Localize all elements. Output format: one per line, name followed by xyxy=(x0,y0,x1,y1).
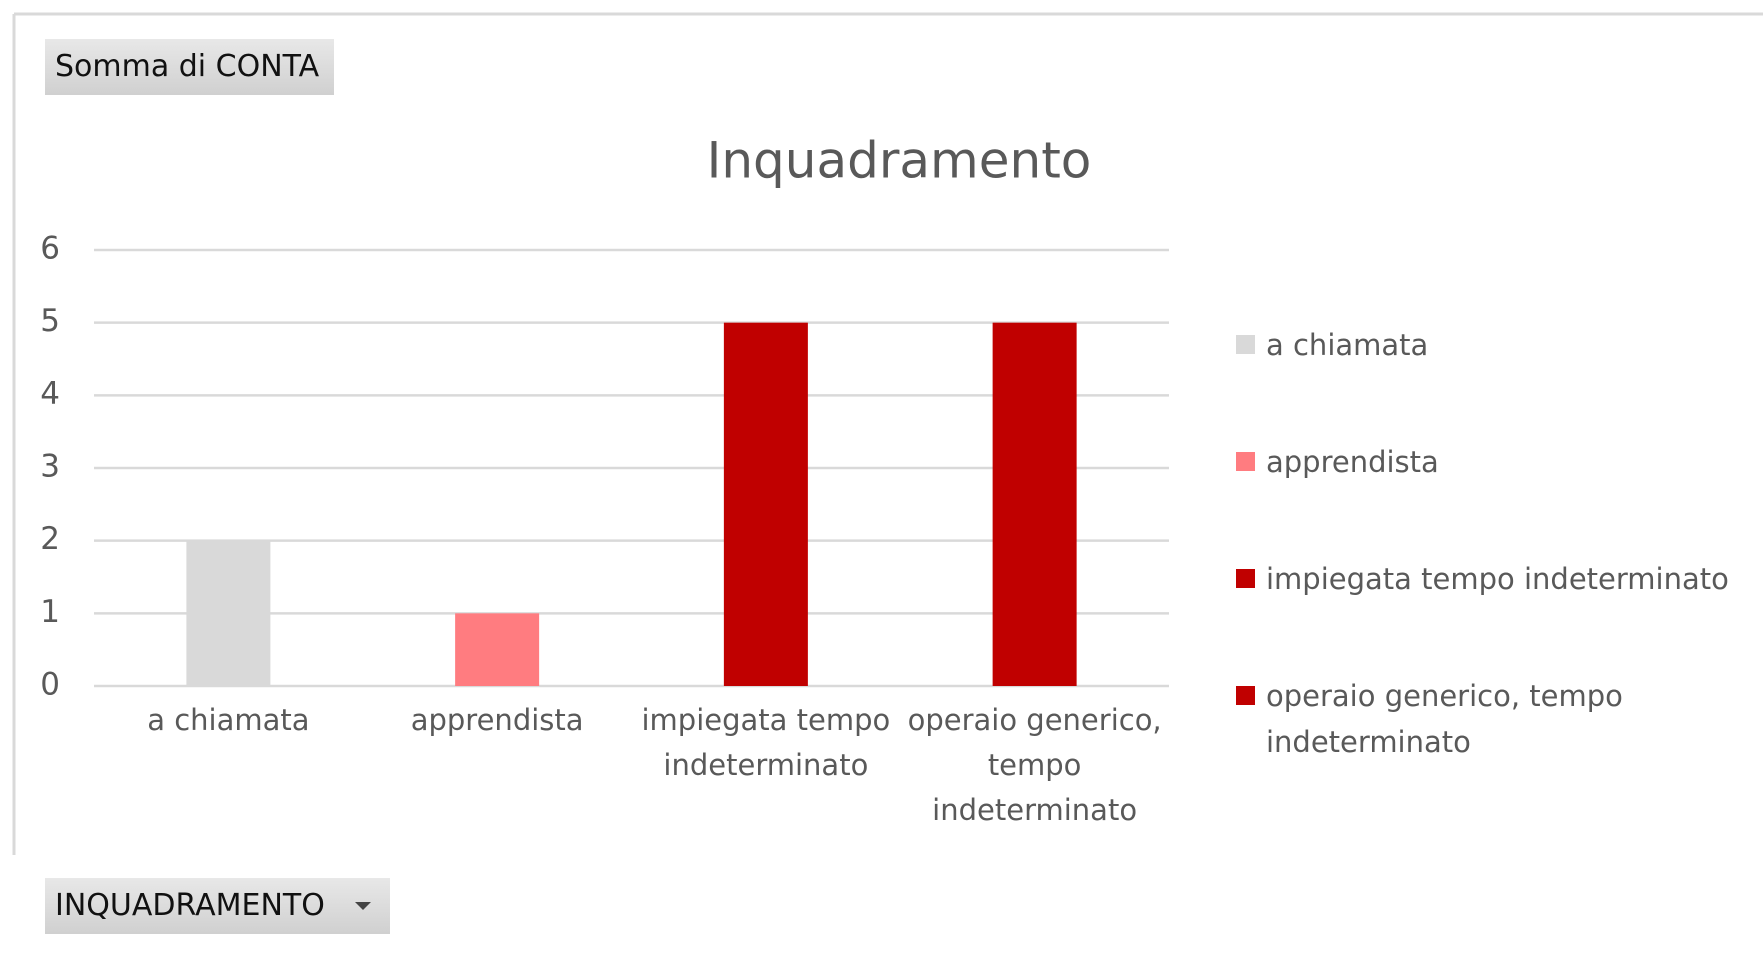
y-tick-label: 2 xyxy=(40,521,60,557)
axis-field-button[interactable]: INQUADRAMENTO xyxy=(45,878,390,934)
legend-swatch xyxy=(1236,686,1255,705)
value-field-button[interactable]: Somma di CONTA xyxy=(45,39,334,95)
y-tick-label: 3 xyxy=(40,449,60,485)
bar xyxy=(723,322,808,686)
legend-swatch xyxy=(1236,569,1255,588)
bar xyxy=(992,322,1077,686)
x-tick-label: a chiamata xyxy=(147,703,310,737)
legend-swatch xyxy=(1236,452,1255,471)
bar xyxy=(455,613,540,686)
x-tick-label: impiegata tempo indeterminato xyxy=(641,703,891,782)
legend-label: a chiamata xyxy=(1266,328,1429,362)
axis-field-label: INQUADRAMENTO xyxy=(55,888,325,923)
y-tick-label: 0 xyxy=(40,667,60,703)
y-tick-label: 4 xyxy=(40,376,60,412)
y-tick-label: 5 xyxy=(40,303,60,339)
y-tick-label: 6 xyxy=(40,231,60,267)
x-tick-label: operaio generico, tempo indeterminato xyxy=(907,703,1162,827)
legend-label: operaio generico, tempo indeterminato xyxy=(1266,679,1623,759)
dropdown-arrow xyxy=(355,902,371,910)
legend-label: impiegata tempo indeterminato xyxy=(1266,562,1729,596)
chart-title: Inquadramento xyxy=(707,132,1092,190)
legend-swatch xyxy=(1236,335,1255,354)
legend-label: apprendista xyxy=(1266,445,1439,479)
bar xyxy=(186,540,271,686)
y-tick-label: 1 xyxy=(40,594,60,630)
x-tick-label: apprendista xyxy=(410,703,584,737)
